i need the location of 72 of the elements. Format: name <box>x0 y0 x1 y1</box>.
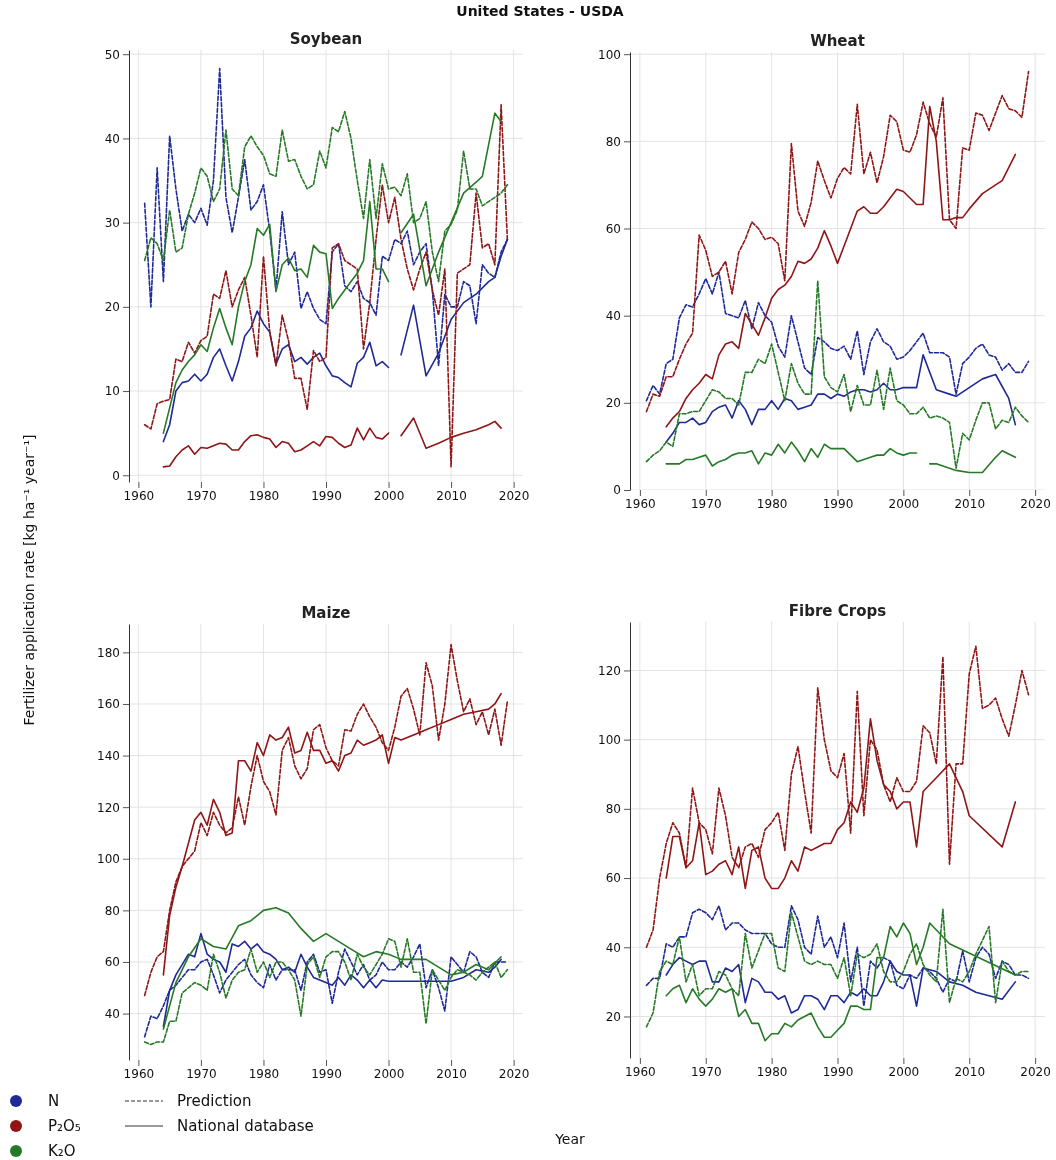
x-tick-label: 1970 <box>690 1064 722 1079</box>
x-tick-label: 2020 <box>498 488 530 503</box>
line-series <box>645 645 1030 949</box>
x-tick-label: 2020 <box>1020 1064 1051 1079</box>
x-tick-label: 1970 <box>186 1066 217 1081</box>
x-tick-label: 1980 <box>248 1066 280 1081</box>
x-tick-label: 1970 <box>186 488 217 503</box>
text: National database <box>177 1117 314 1135</box>
y-tick-label: 0 <box>112 468 120 483</box>
line-series <box>665 718 1017 890</box>
chart-title: Fibre Crops <box>788 602 887 620</box>
x-tick-label: 2020 <box>1020 496 1051 511</box>
legend-label: P₂O₅ <box>48 1117 81 1135</box>
x-tick-label: 2000 <box>888 496 920 511</box>
y-tick-label: 0 <box>613 483 621 498</box>
x-tick-label: 2010 <box>954 1064 986 1079</box>
x-tick-label: 1960 <box>625 496 656 511</box>
x-tick-label: 1980 <box>756 1064 788 1079</box>
x-tick-label: 1960 <box>625 1064 656 1079</box>
y-tick-label: 20 <box>104 300 120 315</box>
x-tick-label: 1980 <box>248 488 280 503</box>
y-tick-label: 120 <box>598 663 621 678</box>
x-tick-label: 1990 <box>822 496 854 511</box>
y-tick-label: 50 <box>104 47 120 62</box>
y-tick-label: 60 <box>605 871 621 886</box>
x-tick-label: 2010 <box>954 496 986 511</box>
y-tick-label: 20 <box>605 396 621 411</box>
line-series <box>645 280 1030 470</box>
x-tick-label: 2000 <box>373 488 405 503</box>
y-tick-label: 40 <box>104 131 120 146</box>
y-tick-label: 160 <box>97 697 120 712</box>
x-tick-label: 1990 <box>822 1064 854 1079</box>
x-tick-label: 2010 <box>436 1066 467 1081</box>
x-tick-label: 1990 <box>311 1066 342 1081</box>
x-tick-label: 1960 <box>123 1066 155 1081</box>
chart-title: Maize <box>301 604 351 622</box>
x-tick-label: 1970 <box>690 496 722 511</box>
y-tick-label: 100 <box>97 852 120 867</box>
y-tick-label: 140 <box>97 748 120 763</box>
x-tick-label: 1960 <box>123 488 155 503</box>
line-series <box>143 103 509 468</box>
y-tick-label: 40 <box>104 1006 120 1021</box>
y-tick-label: 60 <box>605 221 621 236</box>
line-series <box>143 643 509 997</box>
x-tick-label: 2010 <box>436 488 467 503</box>
line-series <box>162 692 502 976</box>
y-tick-label: 80 <box>605 802 621 817</box>
y-tick-label: 30 <box>104 215 120 230</box>
y-tick-label: 100 <box>598 732 621 747</box>
y-tick-label: 40 <box>605 940 621 955</box>
y-tick-label: 10 <box>104 384 120 399</box>
legend-label: N <box>48 1092 60 1110</box>
y-tick-label: 40 <box>605 309 621 324</box>
x-tick-label: 2000 <box>373 1066 405 1081</box>
chart-title: Wheat <box>810 32 865 50</box>
x-axis-title: Year <box>554 1131 586 1147</box>
y-axis-title: Fertilizer application rate [kg ha⁻¹ year⁻¹] <box>21 434 37 726</box>
y-tick-label: 80 <box>605 134 621 149</box>
legend-label: K₂O <box>48 1142 76 1160</box>
y-tick-label: 60 <box>104 955 120 970</box>
y-tick-label: 120 <box>97 800 120 815</box>
y-tick-label: 180 <box>97 645 120 660</box>
y-tick-label: 100 <box>598 47 621 62</box>
y-tick-label: 20 <box>605 1009 621 1024</box>
x-tick-label: 2000 <box>888 1064 920 1079</box>
y-tick-label: 80 <box>104 903 120 918</box>
x-tick-label: 1990 <box>311 488 342 503</box>
x-tick-label: 1980 <box>756 496 788 511</box>
x-tick-label: 2020 <box>498 1066 530 1081</box>
text: United States - USDA <box>456 3 624 19</box>
text: Prediction <box>177 1092 252 1110</box>
chart-title: Soybean <box>289 30 363 48</box>
